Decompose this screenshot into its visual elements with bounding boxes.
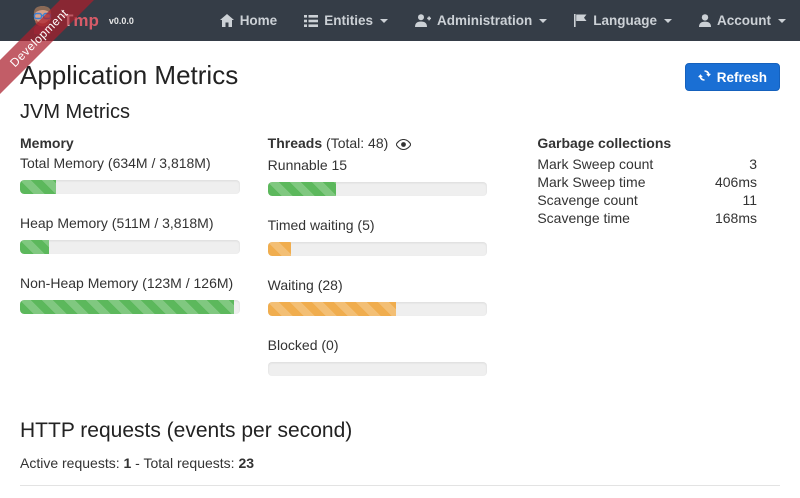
progress-fill [267,182,337,196]
brand[interactable]: Tmp v0.0.0 [30,4,134,37]
gc-row-scavenge-count: Scavenge count 11 [537,191,757,209]
requests-summary: Active requests: 1 - Total requests: 23 [20,455,780,471]
timed-waiting-progressbar [267,242,488,256]
requests-separator: - [131,455,144,471]
total-memory-progressbar [20,180,240,194]
total-requests-label: Total requests: [143,455,235,471]
gc-row-value: 406ms [714,174,758,190]
user-icon [699,14,711,27]
waiting-label: Waiting (28) [267,277,343,293]
nav-item-label: Home [239,13,278,28]
waiting-progressbar [267,302,488,316]
gc-row-label: Scavenge count [537,192,638,208]
col-header-mean: Mean [226,485,311,498]
metrics-page: Application Metrics Refresh JVM Metrics … [0,61,800,498]
nav-item-entities[interactable]: Entities [304,13,388,28]
home-icon [219,14,234,27]
total-requests-value: 23 [238,455,255,471]
runnable-progressbar [267,182,488,196]
progress-fill [267,242,291,256]
nav-items: Home Entities Admini [219,13,786,28]
nav-item-account[interactable]: Account [699,13,786,28]
brand-title-first: T [63,10,74,30]
http-requests-table: Code Count Mean Average (1 min) Average … [20,485,780,498]
progress-fill [20,240,50,254]
chevron-down-icon [778,18,786,23]
gc-row-label: Scavenge time [537,210,630,226]
threads-total-label: (Total: 48) [326,135,389,151]
nav-item-language[interactable]: Language [574,13,672,28]
table-header-row: Code Count Mean Average (1 min) Average … [20,485,780,498]
chevron-down-icon [379,18,388,23]
runnable-label: Runnable 15 [267,157,348,173]
chevron-down-icon [664,18,672,23]
page-title: Application Metrics [20,60,239,90]
gc-row-value: 168ms [714,210,758,226]
jvm-metrics-title: JVM Metrics [20,101,130,123]
col-header-avg-15min: Average (15 min) [622,485,780,498]
nav-item-label: Language [593,13,657,28]
gc-heading: Garbage collections [537,135,672,151]
refresh-icon [697,69,711,85]
total-memory-label: Total Memory (634M / 3,818M) [20,155,211,171]
refresh-button[interactable]: Refresh [684,63,780,91]
active-requests-value: 1 [123,455,132,471]
page-header: Application Metrics Refresh [20,61,780,91]
col-header-avg-1min: Average (1 min) [310,485,467,498]
col-header-code: Code [20,485,149,498]
progress-fill [20,300,235,314]
progress-fill [267,302,396,316]
gc-row-label: Mark Sweep time [537,174,646,190]
blocked-progressbar [267,362,488,376]
jvm-metrics-columns: Memory Total Memory (634M / 3,818M) Heap… [20,135,780,397]
http-requests-title: HTTP requests (events per second) [20,419,353,442]
blocked-label: Blocked (0) [267,337,339,353]
gc-row-value: 3 [749,156,758,172]
chevron-down-icon [539,18,548,23]
active-requests-label: Active requests: [20,455,120,471]
nav-item-label: Entities [324,13,373,28]
col-header-avg-5min: Average (5 min) [466,485,623,498]
col-header-count: Count [148,485,227,498]
gc-row-scavenge-time: Scavenge time 168ms [537,209,757,227]
threads-heading-label: Threads [267,135,323,151]
nonheap-memory-progressbar [20,300,240,314]
nav-item-administration[interactable]: Administration [414,13,548,28]
timed-waiting-label: Timed waiting (5) [267,217,375,233]
navbar: Tmp v0.0.0 Home Entities [0,0,800,41]
memory-heading: Memory [20,135,74,151]
gc-row-label: Mark Sweep count [537,156,654,172]
jhipster-mascot-icon [30,4,55,37]
user-plus-icon [414,14,431,27]
flag-icon [574,14,587,27]
brand-title-rest: mp [73,10,99,30]
brand-title: Tmp [63,11,99,31]
brand-version: v0.0.0 [108,15,134,26]
nonheap-memory-label: Non-Heap Memory (123M / 126M) [20,275,234,291]
eye-icon[interactable] [395,137,412,153]
heap-memory-progressbar [20,240,240,254]
list-icon [304,14,319,27]
heap-memory-label: Heap Memory (511M / 3,818M) [20,215,214,231]
threads-column: Threads (Total: 48) Runnable 15 Timed wa… [267,135,513,397]
memory-column: Memory Total Memory (634M / 3,818M) Heap… [20,135,268,397]
gc-row-mark-sweep-time: Mark Sweep time 406ms [537,173,757,191]
gc-row-value: 11 [742,192,758,208]
http-requests-section: HTTP requests (events per second) Active… [20,419,780,498]
progress-fill [20,180,57,194]
nav-item-label: Account [717,13,771,28]
nav-item-label: Administration [436,13,533,28]
nav-item-home[interactable]: Home [219,13,278,28]
refresh-button-label: Refresh [716,69,767,85]
gc-row-mark-sweep-count: Mark Sweep count 3 [537,155,757,173]
threads-heading: Threads (Total: 48) [268,135,488,153]
garbage-collections-column: Garbage collections Mark Sweep count 3 M… [512,135,780,397]
